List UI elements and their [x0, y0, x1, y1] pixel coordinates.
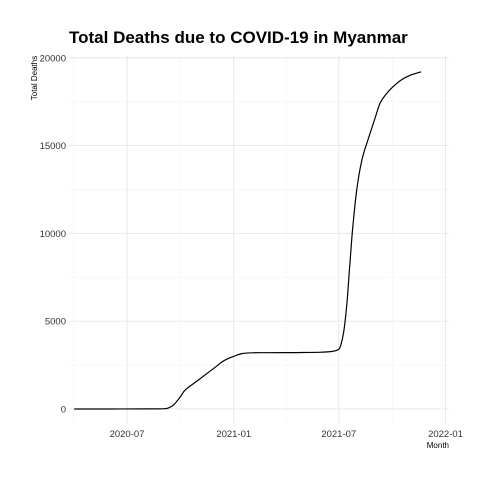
- y-tick-label: 20000: [40, 53, 66, 64]
- series-group: [74, 71, 422, 410]
- x-tick-label: 2020-07: [110, 429, 145, 440]
- y-tick-label: 5000: [45, 317, 66, 328]
- x-tick-label: 2022-01: [428, 429, 463, 440]
- y-axis-label: Total Deaths: [30, 56, 39, 100]
- x-axis-label: Month: [427, 441, 449, 450]
- chart-title: Total Deaths due to COVID-19 in Myanmar: [69, 28, 408, 47]
- y-tick-label: 15000: [40, 141, 66, 152]
- x-tick-labels: 2020-07 2021-01 2021-07 2022-01: [110, 429, 463, 440]
- x-tick-label: 2021-01: [216, 429, 251, 440]
- x-tick-label: 2021-07: [321, 429, 356, 440]
- series-line-total-deaths: [74, 71, 422, 410]
- y-tick-label: 10000: [40, 229, 66, 240]
- y-tick-label: 0: [61, 404, 66, 415]
- y-tick-labels: 0 5000 10000 15000 20000: [40, 53, 66, 415]
- grid: [69, 56, 449, 423]
